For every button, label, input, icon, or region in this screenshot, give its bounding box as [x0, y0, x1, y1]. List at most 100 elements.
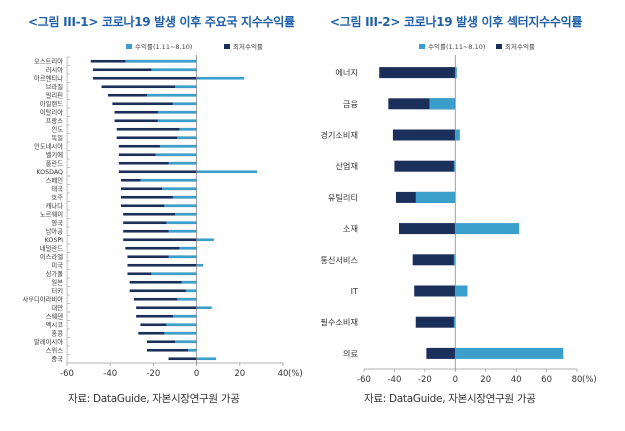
bar-max-loss — [146, 340, 197, 344]
chart-panel-sector-returns: <그림 III-2> 코로나19 발생 이후 섹터지수수익률 수익률(1.11~… — [318, 0, 625, 431]
chart-title: <그림 III-2> 코로나19 발생 이후 섹터지수수익률 — [330, 15, 583, 29]
bar-return — [455, 129, 460, 141]
category-label: 필수소비재 — [320, 317, 358, 327]
bar-max-loss — [101, 85, 197, 89]
category-label: IT — [351, 286, 359, 296]
legend-swatch-max-loss — [224, 44, 230, 49]
category-label: 멕시코 — [46, 320, 64, 329]
legend-label-max-loss: 최저수익률 — [505, 42, 535, 51]
bar-return — [166, 221, 197, 225]
category-label: 호주 — [51, 194, 63, 202]
category-label: 러시아 — [46, 65, 64, 74]
category-label: 남아공 — [46, 227, 64, 236]
bar-max-loss — [412, 254, 456, 266]
legend-swatch-return — [126, 44, 132, 49]
bar-return — [429, 98, 456, 110]
bar-return — [140, 178, 197, 182]
legend-label-return: 수익률(1.11~8.10) — [428, 43, 485, 51]
bar-return — [164, 204, 197, 208]
bar-return — [455, 223, 520, 235]
bar-max-loss — [426, 347, 456, 359]
x-tick-label: -40 — [387, 375, 401, 385]
bar-return — [453, 254, 456, 266]
bar-max-loss — [114, 110, 197, 114]
category-label: 말레이시아 — [34, 337, 63, 346]
bar-return — [157, 119, 197, 123]
category-label: 중국 — [51, 355, 63, 363]
bar-return — [179, 127, 197, 131]
category-label: 산업재 — [335, 161, 358, 171]
category-label: 이스라엘 — [40, 252, 63, 261]
bar-return — [166, 323, 197, 327]
bar-return — [196, 170, 258, 174]
category-label: 미국 — [51, 261, 63, 270]
bar-return — [159, 144, 197, 148]
bar-max-loss — [136, 306, 197, 310]
bar-return — [196, 76, 245, 80]
bar-return — [146, 93, 197, 97]
bar-max-loss — [123, 229, 197, 233]
category-label: 에너지 — [335, 68, 358, 78]
category-label: 인도 — [51, 125, 63, 134]
bar-return — [196, 306, 212, 310]
bar-max-loss — [121, 195, 197, 199]
category-label: 태국 — [51, 185, 63, 193]
category-label: 프랑스 — [46, 117, 64, 125]
bar-return — [196, 357, 217, 361]
chart-source: 자료: DataGuide, 자본시장연구원 가공 — [68, 393, 240, 405]
bar-return — [168, 255, 197, 259]
bar-max-loss — [398, 223, 456, 235]
x-tick-label: 0 — [194, 369, 199, 379]
bar-max-loss — [114, 119, 197, 123]
x-tick-label: 80 — [572, 375, 583, 385]
bar-max-loss — [116, 127, 197, 131]
bar-return — [151, 272, 197, 276]
category-label: 스페인 — [46, 176, 64, 185]
bar-return — [455, 347, 564, 359]
bar-max-loss — [136, 314, 197, 318]
bar-max-loss — [415, 316, 456, 328]
bar-return — [455, 285, 468, 297]
bar-max-loss — [129, 289, 197, 293]
category-label: 캐나다 — [46, 201, 64, 210]
category-label: 네덜란드 — [40, 244, 63, 253]
bar-return — [164, 331, 197, 335]
bar-max-loss — [121, 187, 197, 191]
chart-title: <그림 III-1> 코로나19 발생 이후 주요국 지수수익률 — [28, 15, 295, 29]
bar-max-loss — [388, 98, 456, 110]
category-label: 이탈리아 — [40, 108, 63, 117]
bar-max-loss — [121, 204, 197, 208]
bar-return — [151, 68, 197, 72]
category-label: 유틸리티 — [328, 192, 358, 202]
bar-max-loss — [118, 170, 197, 174]
bar-return — [175, 85, 197, 89]
category-label: 아일랜드 — [40, 99, 63, 108]
category-label: 금융 — [343, 99, 359, 109]
bar-return — [168, 229, 197, 233]
bar-max-loss — [394, 160, 456, 172]
bar-max-loss — [133, 297, 197, 301]
bar-max-loss — [123, 212, 197, 216]
category-label: 독일 — [51, 133, 63, 142]
legend-swatch-return — [419, 44, 425, 49]
category-label: 벨기에 — [46, 150, 64, 159]
bar-return — [453, 160, 456, 172]
bar-max-loss — [379, 67, 456, 79]
bar-return — [415, 191, 456, 203]
bar-return — [196, 263, 204, 267]
category-label: 필리핀 — [46, 91, 64, 100]
category-label: 스위스 — [46, 347, 64, 355]
category-label: 스웨덴 — [46, 312, 64, 321]
category-label: 브라질 — [46, 82, 64, 91]
bar-return — [185, 289, 197, 293]
bar-max-loss — [123, 221, 197, 225]
x-tick-label: -20 — [146, 369, 160, 379]
bar-return — [172, 314, 197, 318]
x-tick-label: -20 — [418, 375, 432, 385]
category-label: 홍콩 — [51, 329, 63, 338]
category-label: 대만 — [51, 303, 63, 312]
category-label: 오스트리아 — [34, 57, 63, 66]
category-label: 일본 — [51, 278, 63, 287]
legend-swatch-max-loss — [496, 44, 502, 49]
x-tick-label: 60 — [541, 375, 552, 385]
